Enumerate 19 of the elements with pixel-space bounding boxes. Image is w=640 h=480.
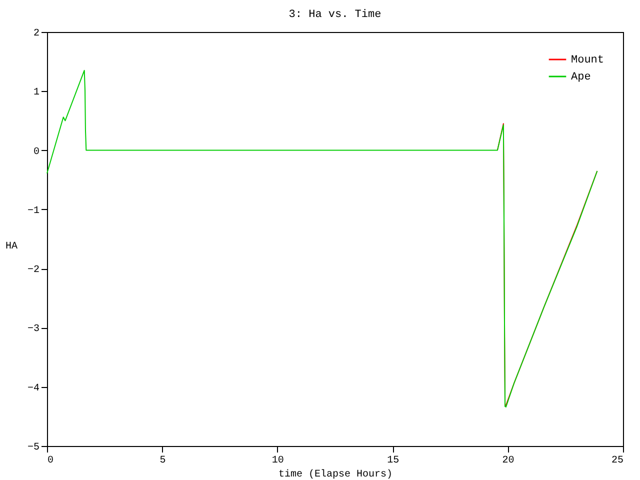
y-tick-label: −1 — [27, 206, 40, 217]
y-tick-label: −4 — [27, 383, 40, 394]
y-tick-label: 0 — [33, 146, 40, 158]
legend-label: Ape — [571, 72, 591, 84]
x-tick-label: 10 — [272, 456, 284, 466]
x-tick-label: 5 — [160, 456, 166, 466]
legend-label: Mount — [571, 54, 604, 66]
chart-title: 3: Ha vs. Time — [288, 9, 382, 21]
y-tick-label: 1 — [33, 88, 40, 99]
y-tick-label: −2 — [27, 265, 40, 276]
y-tick-label: −3 — [27, 324, 40, 336]
y-tick-label: 2 — [33, 28, 40, 40]
x-tick-label: 0 — [48, 456, 54, 466]
y-axis-title: HA — [6, 242, 18, 252]
x-tick-label: 20 — [502, 456, 514, 466]
x-tick-label: 15 — [387, 456, 400, 466]
x-axis-title: time (Elapse Hours) — [278, 468, 393, 480]
x-tick-label: 25 — [611, 456, 624, 466]
y-tick-label: −5 — [27, 442, 40, 454]
